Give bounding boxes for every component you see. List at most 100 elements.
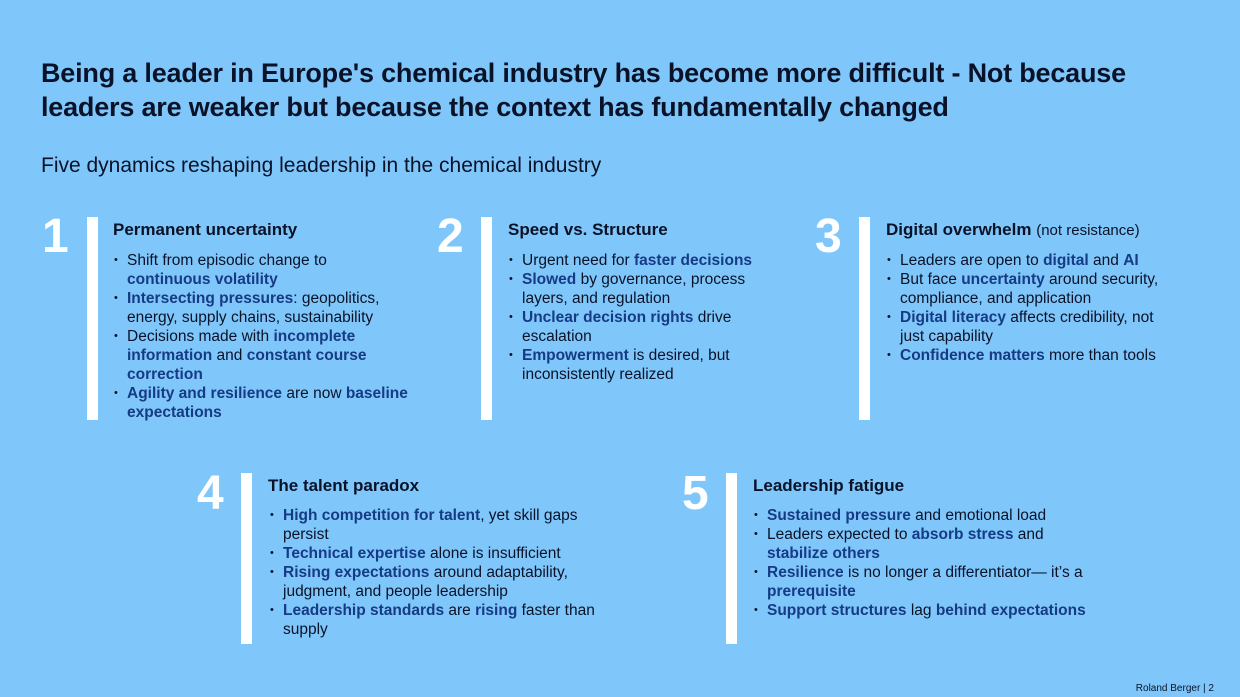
dynamic-number: 3 bbox=[815, 210, 842, 263]
bullet-emphasis: rising bbox=[475, 602, 518, 619]
bullet-item: Leadership standards are rising faster t… bbox=[269, 601, 614, 639]
bullet-emphasis: baseline expectations bbox=[127, 385, 408, 421]
bullet-item: Resilience is no longer a differentiator… bbox=[753, 563, 1088, 601]
divider-bar bbox=[87, 217, 98, 420]
bullet-item: Decisions made with incomplete informati… bbox=[113, 327, 413, 384]
bullet-text: and bbox=[212, 347, 247, 364]
bullet-emphasis: Digital literacy bbox=[900, 309, 1006, 326]
dynamic-title: Permanent uncertainty bbox=[113, 218, 297, 242]
bullet-item: Digital literacy affects credibility, no… bbox=[886, 308, 1166, 346]
dynamic-title-text: Leadership fatigue bbox=[753, 476, 905, 495]
bullet-text: But face bbox=[900, 271, 962, 288]
bullet-text: Shift from episodic change to bbox=[127, 252, 327, 269]
dynamic-title: Speed vs. Structure bbox=[508, 218, 668, 242]
dynamic-number: 5 bbox=[682, 467, 709, 520]
dynamic-title-text: Digital overwhelm bbox=[886, 220, 1032, 239]
bullet-emphasis: Slowed bbox=[522, 271, 577, 288]
bullet-item: Slowed by governance, process layers, an… bbox=[508, 270, 770, 308]
dynamic-title-text: Permanent uncertainty bbox=[113, 220, 298, 239]
divider-bar bbox=[241, 473, 252, 644]
bullet-item: Intersecting pressures: geopolitics, ene… bbox=[113, 289, 413, 327]
bullet-text: drive escalation bbox=[522, 309, 732, 345]
bullet-emphasis: Support structures bbox=[767, 602, 907, 619]
bullet-item: Leaders are open to digital and AI bbox=[886, 251, 1166, 270]
dynamic-title: Digital overwhelm (not resistance) bbox=[886, 218, 1140, 243]
dynamic-title-note: (not resistance) bbox=[1036, 222, 1140, 239]
bullet-list: Shift from episodic change to continuous… bbox=[113, 251, 413, 422]
bullet-emphasis: AI bbox=[1123, 252, 1139, 269]
bullet-emphasis: Empowerment bbox=[522, 347, 629, 364]
bullet-text: , yet skill gaps persist bbox=[283, 507, 578, 543]
bullet-emphasis: absorb stress bbox=[911, 526, 1014, 543]
bullet-text: Leaders are open to bbox=[900, 252, 1044, 269]
bullet-text: : geopolitics, energy, supply chains, su… bbox=[127, 290, 380, 326]
bullet-emphasis: Rising expectations bbox=[283, 564, 430, 581]
bullet-emphasis: behind expectations bbox=[935, 602, 1086, 619]
bullet-emphasis: Technical expertise bbox=[283, 545, 426, 562]
bullet-emphasis: Intersecting pressures bbox=[127, 290, 294, 307]
bullet-item: Urgent need for faster decisions bbox=[508, 251, 770, 270]
bullet-item: Sustained pressure and emotional load bbox=[753, 506, 1088, 525]
bullet-text: around security, compliance, and applica… bbox=[900, 271, 1159, 307]
bullet-text: Decisions made with bbox=[127, 328, 274, 345]
bullet-text: is no longer a differentiator— it’s a bbox=[843, 564, 1083, 581]
bullet-emphasis: Sustained pressure bbox=[767, 507, 911, 524]
bullet-item: Confidence matters more than tools bbox=[886, 346, 1166, 365]
bullet-item: Empowerment is desired, but inconsistent… bbox=[508, 346, 770, 384]
bullet-emphasis: prerequisite bbox=[767, 583, 856, 600]
bullet-text: Leaders expected to bbox=[767, 526, 912, 543]
bullet-item: Agility and resilience are now baseline … bbox=[113, 384, 413, 422]
dynamic-number: 4 bbox=[197, 467, 224, 520]
slide-title: Being a leader in Europe's chemical indu… bbox=[41, 58, 1126, 122]
bullet-emphasis: Unclear decision rights bbox=[522, 309, 694, 326]
bullet-text: affects credibility, not just capability bbox=[900, 309, 1154, 345]
bullet-emphasis: constant course correction bbox=[127, 347, 367, 383]
bullet-item: Leaders expected to absorb stress and st… bbox=[753, 525, 1088, 563]
bullet-text: is desired, but inconsistently realized bbox=[522, 347, 730, 383]
bullet-list: Sustained pressure and emotional loadLea… bbox=[753, 506, 1088, 620]
bullet-text: and emotional load bbox=[910, 507, 1047, 524]
slide-subtitle: Five dynamics reshaping leadership in th… bbox=[41, 154, 602, 177]
bullet-text: more than tools bbox=[1044, 347, 1156, 364]
bullet-emphasis: High competition for talent bbox=[283, 507, 481, 524]
bullet-emphasis: Agility and resilience bbox=[127, 385, 283, 402]
bullet-text: faster than supply bbox=[283, 602, 595, 638]
bullet-emphasis: Resilience bbox=[767, 564, 844, 581]
bullet-list: Urgent need for faster decisionsSlowed b… bbox=[508, 251, 770, 384]
bullet-emphasis: Confidence matters bbox=[900, 347, 1045, 364]
bullet-item: Rising expectations around adaptability,… bbox=[269, 563, 614, 601]
bullet-item: Shift from episodic change to continuous… bbox=[113, 251, 413, 289]
dynamic-title-text: Speed vs. Structure bbox=[508, 220, 668, 239]
bullet-item: But face uncertainty around security, co… bbox=[886, 270, 1166, 308]
bullet-text: and bbox=[1013, 526, 1044, 543]
bullet-text: lag bbox=[906, 602, 936, 619]
bullet-text: are now bbox=[282, 385, 346, 402]
bullet-text: and bbox=[1088, 252, 1124, 269]
bullet-text: around adaptability, judgment, and peopl… bbox=[283, 564, 568, 600]
bullet-emphasis: Leadership standards bbox=[283, 602, 445, 619]
dynamic-title: The talent paradox bbox=[268, 474, 419, 498]
bullet-list: Leaders are open to digital and AIBut fa… bbox=[886, 251, 1166, 365]
bullet-emphasis: continuous volatility bbox=[127, 271, 278, 288]
bullet-emphasis: stabilize others bbox=[767, 545, 880, 562]
divider-bar bbox=[859, 217, 870, 420]
bullet-item: Technical expertise alone is insufficien… bbox=[269, 544, 614, 563]
bullet-item: High competition for talent, yet skill g… bbox=[269, 506, 614, 544]
dynamic-title-text: The talent paradox bbox=[268, 476, 420, 495]
dynamic-number: 1 bbox=[42, 210, 69, 263]
divider-bar bbox=[726, 473, 737, 644]
bullet-emphasis: faster decisions bbox=[634, 252, 753, 269]
bullet-item: Support structures lag behind expectatio… bbox=[753, 601, 1088, 620]
bullet-emphasis: digital bbox=[1043, 252, 1089, 269]
bullet-emphasis: uncertainty bbox=[961, 271, 1045, 288]
bullet-text: by governance, process layers, and regul… bbox=[522, 271, 746, 307]
bullet-list: High competition for talent, yet skill g… bbox=[269, 506, 614, 639]
bullet-text: Urgent need for bbox=[522, 252, 635, 269]
footer-brand: Roland Berger | 2 bbox=[1135, 683, 1214, 694]
divider-bar bbox=[481, 217, 492, 420]
bullet-emphasis: incomplete information bbox=[127, 328, 356, 364]
bullet-text: alone is insufficient bbox=[425, 545, 561, 562]
bullet-item: Unclear decision rights drive escalation bbox=[508, 308, 770, 346]
dynamic-number: 2 bbox=[437, 210, 464, 263]
dynamic-title: Leadership fatigue bbox=[753, 474, 904, 498]
